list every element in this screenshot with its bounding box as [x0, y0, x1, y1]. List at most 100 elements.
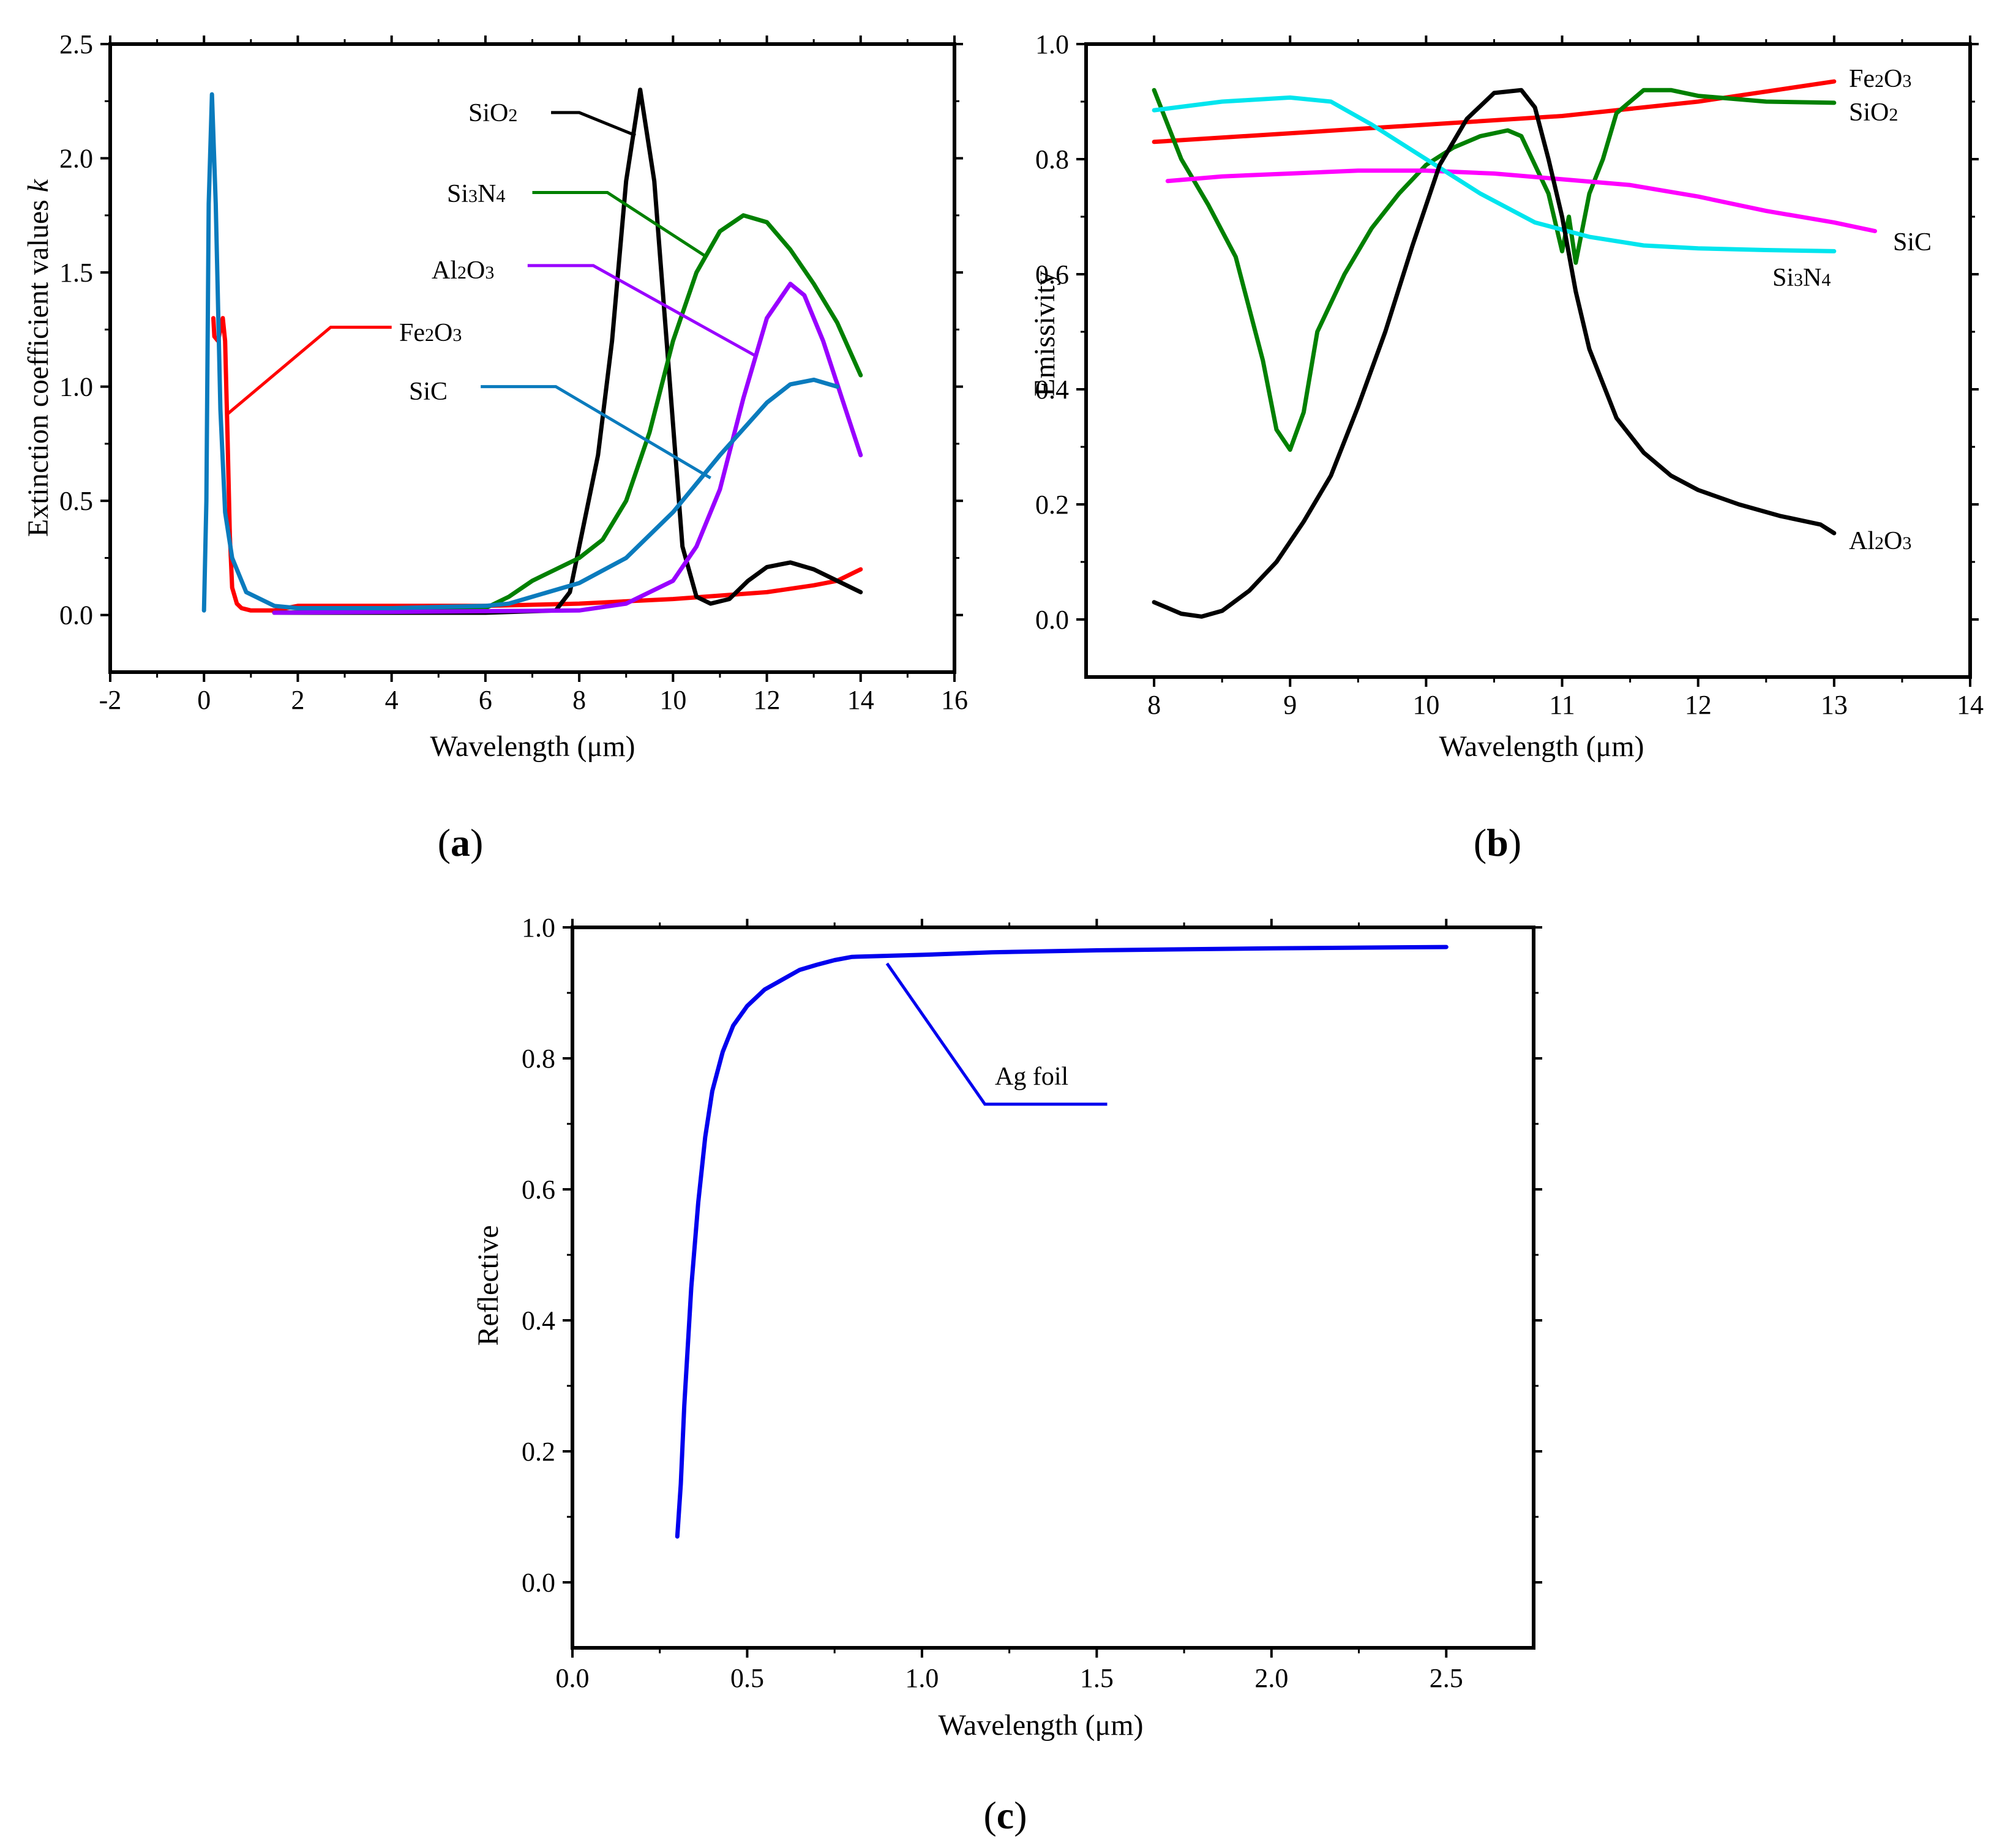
panel-c-series-ag-foil [675, 945, 1449, 1539]
panel-c-leaders [885, 962, 1108, 1106]
panel-b-label-si3n4-base: Si [1772, 264, 1794, 292]
panel-a-label-al2o3-sub2: 3 [485, 263, 494, 283]
panel-a-label-al2o3: Al2O3 [432, 256, 494, 285]
panel-a-leader-si3n4 [532, 191, 707, 258]
panel-b-label-al2o3-mid: O [1884, 527, 1902, 555]
panel-c-caption-letter: c [997, 1794, 1014, 1837]
panel-b-y-tick-label: 0.4 [1035, 375, 1069, 405]
panel-a-label-fe2o3: Fe2O3 [399, 319, 462, 347]
panel-b-label-sic: SiC [1893, 228, 1932, 256]
panel-b-y-tick-label: 0.6 [1035, 260, 1069, 290]
panel-a-y-tick-label: 2.0 [59, 144, 93, 174]
panel-b-y-ticks: 0.0 0.2 0.4 0.6 0.8 1.0 [1035, 29, 1979, 635]
panel-b-caption: (b) [1474, 821, 1521, 864]
panel-a-y-axis-title-symbol: k [22, 178, 54, 192]
panel-a-x-tick-label: 4 [385, 685, 399, 715]
panel-b-label-fe2o3-sub2: 3 [1902, 71, 1911, 91]
panel-a-leader-sic [481, 385, 711, 480]
panel-b-label-sio2-base: SiO [1849, 99, 1889, 127]
panel-a-series [201, 88, 863, 615]
panel-c-x-tick-label: 2.0 [1254, 1663, 1288, 1693]
panel-b-y-tick-label: 0.0 [1035, 605, 1069, 635]
panel-b-y-axis-title: Emissivity [1029, 271, 1061, 396]
panel-b-x-tick-label: 9 [1283, 690, 1297, 720]
panel-c-x-tick-label: 1.0 [905, 1663, 939, 1693]
panel-c-y-axis-title: Reflective [472, 1225, 504, 1345]
panel-c-x-ticks: 0.0 0.5 1.0 1.5 2.0 2.5 [556, 919, 1463, 1693]
panel-c-y-tick-label: 1.0 [522, 913, 555, 943]
panel-a-series-al2o3 [272, 282, 863, 615]
panel-a-label-si3n4-sub1: 3 [468, 186, 478, 206]
panel-a-series-sic [201, 92, 839, 613]
panel-b-series-si3n4 [1152, 95, 1837, 253]
panel-a-caption: (a) [438, 821, 484, 864]
panel-a-label-fe2o3-base: Fe [399, 319, 425, 347]
panel-a-x-tick-label: 6 [479, 685, 492, 715]
panel-a-label-al2o3-base: Al [432, 256, 457, 285]
panel-a-label-si3n4: Si3N4 [447, 180, 505, 208]
panel-a-label-si3n4-base: Si [447, 180, 468, 208]
panel-a-label-fe2o3-mid: O [434, 319, 452, 347]
panel-b-series-sio2 [1152, 88, 1837, 452]
panel-a-label-al2o3-mid: O [467, 256, 485, 285]
panel-b-x-tick-label: 14 [1957, 690, 1984, 720]
panel-b-label-si3n4-mid: N [1803, 264, 1821, 292]
panel-b-x-tick-label: 11 [1549, 690, 1575, 720]
panel-a-x-tick-label: 2 [291, 685, 304, 715]
panel-a-label-si3n4-mid: N [478, 180, 496, 208]
panel-a-x-tick-label: 16 [941, 685, 968, 715]
panel-c-y-tick-label: 0.8 [522, 1044, 555, 1074]
panel-b-series [1152, 79, 1877, 619]
panel-c-label-ag-foil: Ag foil [995, 1063, 1068, 1091]
panel-b-label-al2o3-base: Al [1849, 527, 1875, 555]
panel-c-caption: (c) [983, 1794, 1027, 1837]
panel-b-label-al2o3-sub1: 2 [1875, 533, 1884, 553]
panel-a-label-fe2o3-sub2: 3 [452, 325, 462, 345]
panel-b-x-tick-label: 8 [1147, 690, 1161, 720]
panel-a-leader-al2o3 [527, 264, 759, 359]
panel-a-series-sio2 [272, 88, 863, 615]
panel-c-plot-area [571, 926, 1535, 1650]
panel-a-label-fe2o3-sub1: 2 [425, 325, 434, 345]
panel-b-x-axis-title: Wavelength (μm) [1439, 730, 1644, 763]
panel-b-series-sic [1165, 168, 1877, 233]
panel-b-label-si3n4-sub1: 3 [1794, 270, 1803, 290]
panel-b-y-tick-label: 0.2 [1035, 490, 1069, 520]
panel-a-leader-sio2 [551, 111, 636, 137]
panel-b-label-fe2o3: Fe2O3 [1849, 65, 1911, 93]
panel-a-leaders [226, 111, 759, 480]
panel-a-y-tick-label: 0.5 [59, 486, 93, 516]
panel-c-leader-ag-foil [885, 962, 1108, 1106]
panel-a-y-tick-label: 1.0 [59, 372, 93, 402]
panel-b-label-fe2o3-sub1: 2 [1875, 71, 1884, 91]
panel-b-series-al2o3 [1152, 88, 1837, 619]
panel-a-label-sio2-base: SiO [468, 99, 508, 127]
panel-b-caption-letter: b [1486, 821, 1509, 864]
panel-a-y-ticks: 0.0 0.5 1.0 1.5 2.0 2.5 [59, 29, 963, 630]
panel-c-x-tick-label: 2.5 [1430, 1663, 1463, 1693]
panel-a-label-sic: SiC [409, 378, 448, 406]
panel-c-y-tick-label: 0.0 [522, 1568, 555, 1598]
panel-a-label-si3n4-sub2: 4 [496, 186, 505, 206]
panel-c-series [675, 945, 1449, 1539]
panel-a-caption-letter: a [451, 821, 470, 864]
panel-b-label-fe2o3-mid: O [1884, 65, 1902, 93]
panel-b-plot-area [1084, 42, 1972, 679]
panel-b-label-sio2: SiO2 [1849, 99, 1898, 127]
panel-b-label-fe2o3-base: Fe [1849, 65, 1875, 93]
panel-a-y-axis-title-text: Extinction coefficient values [22, 192, 54, 537]
panel-a-x-ticks: -2 0 2 4 6 8 10 12 14 16 [99, 36, 968, 715]
panel-a-x-tick-label: -2 [99, 685, 122, 715]
panel-a-x-tick-label: 10 [659, 685, 686, 715]
panel-c-y-tick-label: 0.2 [522, 1437, 555, 1467]
panel-a-x-tick-label: 14 [847, 685, 874, 715]
panel-b-label-al2o3-sub2: 3 [1902, 533, 1911, 553]
panel-b-x-tick-label: 12 [1685, 690, 1712, 720]
panel-c-x-tick-label: 1.5 [1080, 1663, 1114, 1693]
panel-a-x-tick-label: 0 [197, 685, 211, 715]
panel-c-y-tick-label: 0.4 [522, 1306, 555, 1336]
panel-a-series-si3n4 [272, 213, 863, 615]
panel-c-y-tick-label: 0.6 [522, 1175, 555, 1205]
panel-b: 8 9 10 11 12 13 14 0.0 0.2 0.4 0.6 0.8 1.0 Waveleng… [1029, 29, 1984, 864]
panel-a-x-tick-label: 12 [754, 685, 781, 715]
